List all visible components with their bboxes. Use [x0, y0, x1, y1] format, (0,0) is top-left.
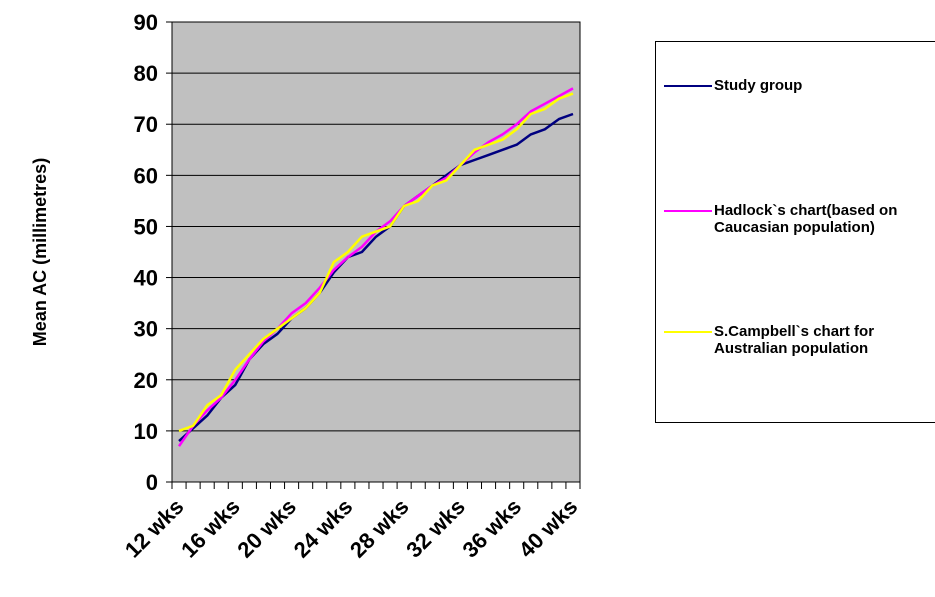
x-tick-label: 40 wks: [514, 494, 583, 563]
legend-swatch-campbell: [664, 331, 712, 333]
legend-item-hadlock: Hadlock`s chart(based on Caucasian popul…: [664, 202, 935, 236]
x-tick-label: 16 wks: [176, 494, 245, 563]
y-tick-label: 70: [134, 112, 158, 137]
legend-swatch-study-group: [664, 85, 712, 87]
x-tick-label: 24 wks: [289, 494, 358, 563]
series-lines: [177, 87, 574, 447]
legend-label-campbell: S.Campbell`s chart for Australian popula…: [714, 323, 875, 357]
y-tick-label: 50: [134, 214, 158, 239]
x-tick-label: 32 wks: [401, 494, 470, 563]
y-tick-label: 0: [146, 470, 158, 495]
x-tick-label: 28 wks: [345, 494, 414, 563]
legend-swatch-hadlock: [664, 210, 712, 212]
y-axis-title: Mean AC (millimetres): [30, 158, 50, 346]
plot-area: [171, 21, 581, 483]
x-tick-label: 36 wks: [458, 494, 527, 563]
y-tick-label: 40: [134, 266, 158, 291]
y-tick-label: 90: [134, 10, 158, 35]
y-tick-label: 80: [134, 61, 158, 86]
y-tick-label: 60: [134, 163, 158, 188]
y-tick-label: 20: [134, 368, 158, 393]
legend: Study group Hadlock`s chart(based on Cau…: [655, 41, 935, 423]
legend-label-hadlock: Hadlock`s chart(based on Caucasian popul…: [714, 202, 898, 236]
legend-label-study-group: Study group: [714, 77, 803, 94]
y-axis-ticks: 0 10 20 30 40 50 60 70 80 90: [134, 10, 172, 495]
gridlines: [172, 72, 580, 432]
legend-item-study-group: Study group: [664, 77, 935, 94]
y-tick-label: 10: [134, 419, 158, 444]
x-tick-label: 12 wks: [120, 494, 189, 563]
x-tick-label: 20 wks: [232, 494, 301, 563]
y-tick-label: 30: [134, 317, 158, 342]
series-line-2: [178, 92, 574, 433]
legend-item-campbell: S.Campbell`s chart for Australian popula…: [664, 323, 935, 357]
